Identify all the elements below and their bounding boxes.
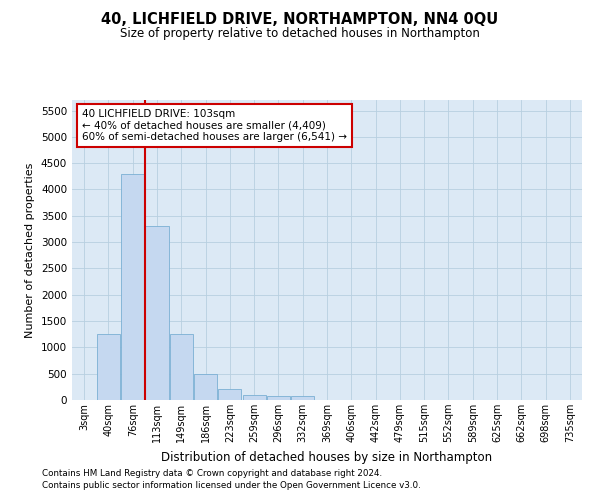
Bar xyxy=(121,174,144,400)
Bar xyxy=(267,396,290,400)
Text: 40, LICHFIELD DRIVE, NORTHAMPTON, NN4 0QU: 40, LICHFIELD DRIVE, NORTHAMPTON, NN4 0Q… xyxy=(101,12,499,28)
Bar xyxy=(291,396,314,400)
Bar xyxy=(242,394,266,400)
Text: 40 LICHFIELD DRIVE: 103sqm
← 40% of detached houses are smaller (4,409)
60% of s: 40 LICHFIELD DRIVE: 103sqm ← 40% of deta… xyxy=(82,109,347,142)
X-axis label: Distribution of detached houses by size in Northampton: Distribution of detached houses by size … xyxy=(161,450,493,464)
Text: Size of property relative to detached houses in Northampton: Size of property relative to detached ho… xyxy=(120,28,480,40)
Text: Contains HM Land Registry data © Crown copyright and database right 2024.: Contains HM Land Registry data © Crown c… xyxy=(42,468,382,477)
Bar xyxy=(145,226,169,400)
Bar xyxy=(194,374,217,400)
Bar xyxy=(97,334,120,400)
Bar xyxy=(170,334,193,400)
Text: Contains public sector information licensed under the Open Government Licence v3: Contains public sector information licen… xyxy=(42,481,421,490)
Y-axis label: Number of detached properties: Number of detached properties xyxy=(25,162,35,338)
Bar xyxy=(218,390,241,400)
